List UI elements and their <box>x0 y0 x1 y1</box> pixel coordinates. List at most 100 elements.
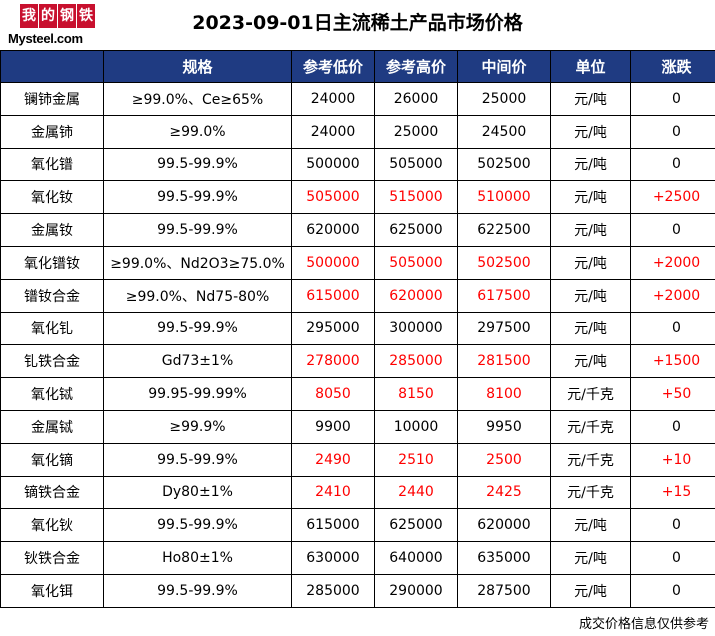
low-price-cell: 615000 <box>291 278 375 313</box>
column-header-product <box>0 50 104 83</box>
spec-cell: ≥99.0%、Nd75-80% <box>103 278 292 313</box>
product-name-cell: 镝铁合金 <box>0 475 104 510</box>
change-cell: 0 <box>630 409 715 444</box>
product-name-cell: 氧化钆 <box>0 311 104 346</box>
unit-cell: 元/吨 <box>550 213 631 247</box>
low-price-cell: 2410 <box>291 475 375 510</box>
high-price-cell: 620000 <box>374 278 458 313</box>
mid-price-cell: 287500 <box>457 573 551 608</box>
low-price-cell: 630000 <box>291 541 375 575</box>
logo-chars: 我 的 钢 铁 <box>20 4 95 30</box>
low-price-cell: 8050 <box>291 377 375 411</box>
spec-cell: 99.5-99.9% <box>103 442 292 477</box>
high-price-cell: 515000 <box>374 180 458 215</box>
table-row: 氧化镨钕 ≥99.0%、Nd2O3≥75.0% 500000 505000 502500… <box>0 245 715 280</box>
unit-cell: 元/吨 <box>550 573 631 608</box>
low-price-cell: 295000 <box>291 311 375 346</box>
high-price-cell: 640000 <box>374 541 458 575</box>
mid-price-cell: 24500 <box>457 114 551 149</box>
low-price-cell: 620000 <box>291 213 375 247</box>
product-name-cell: 金属钕 <box>0 213 104 247</box>
mid-price-cell: 2425 <box>457 475 551 510</box>
low-price-cell: 615000 <box>291 508 375 543</box>
low-price-cell: 24000 <box>291 82 375 116</box>
spec-cell: 99.5-99.9% <box>103 147 292 182</box>
unit-cell: 元/吨 <box>550 541 631 575</box>
mid-price-cell: 620000 <box>457 508 551 543</box>
high-price-cell: 25000 <box>374 114 458 149</box>
change-cell: 0 <box>630 508 715 543</box>
high-price-cell: 2440 <box>374 475 458 510</box>
high-price-cell: 300000 <box>374 311 458 346</box>
spec-cell: ≥99.0% <box>103 114 292 149</box>
table-row: 金属铽 ≥99.9% 9900 10000 9950 元/千克 0 <box>0 409 715 444</box>
column-header-low-price: 参考低价 <box>291 50 375 83</box>
spec-cell: 99.5-99.9% <box>103 213 292 247</box>
table-row: 氧化镝 99.5-99.9% 2490 2510 2500 元/千克 +10 <box>0 442 715 477</box>
unit-cell: 元/吨 <box>550 82 631 116</box>
high-price-cell: 505000 <box>374 245 458 280</box>
unit-cell: 元/千克 <box>550 475 631 510</box>
spec-cell: 99.5-99.9% <box>103 180 292 215</box>
spec-cell: Ho80±1% <box>103 541 292 575</box>
change-cell: 0 <box>630 213 715 247</box>
low-price-cell: 285000 <box>291 573 375 608</box>
page-title: 2023-09-01日主流稀土产品市场价格 <box>192 12 523 34</box>
high-price-cell: 26000 <box>374 82 458 116</box>
change-cell: 0 <box>630 541 715 575</box>
mid-price-cell: 9950 <box>457 409 551 444</box>
logo-char: 我 <box>20 4 38 28</box>
product-name-cell: 镨钕合金 <box>0 278 104 313</box>
spec-cell: 99.95-99.99% <box>103 377 292 411</box>
change-cell: +10 <box>630 442 715 477</box>
table-row: 镧铈金属 ≥99.0%、Ce≥65% 24000 26000 25000 元/吨 0 <box>0 82 715 116</box>
spec-cell: 99.5-99.9% <box>103 311 292 346</box>
product-name-cell: 氧化镨 <box>0 147 104 182</box>
change-cell: +15 <box>630 475 715 510</box>
mid-price-cell: 502500 <box>457 147 551 182</box>
table-row: 镨钕合金 ≥99.0%、Nd75-80% 615000 620000 617500 元/吨… <box>0 278 715 313</box>
spec-cell: ≥99.0%、Nd2O3≥75.0% <box>103 245 292 280</box>
table-row: 镝铁合金 Dy80±1% 2410 2440 2425 元/千克 +15 <box>0 475 715 510</box>
high-price-cell: 285000 <box>374 344 458 379</box>
unit-cell: 元/千克 <box>550 442 631 477</box>
low-price-cell: 500000 <box>291 245 375 280</box>
product-name-cell: 氧化铒 <box>0 573 104 608</box>
logo-char: 铁 <box>77 4 95 28</box>
mid-price-cell: 502500 <box>457 245 551 280</box>
spec-cell: ≥99.0%、Ce≥65% <box>103 82 292 116</box>
change-cell: +2000 <box>630 278 715 313</box>
table-row: 氧化钕 99.5-99.9% 505000 515000 510000 元/吨 +2500 <box>0 180 715 215</box>
change-cell: +2500 <box>630 180 715 215</box>
unit-cell: 元/吨 <box>550 311 631 346</box>
column-header-unit: 单位 <box>550 50 631 83</box>
product-name-cell: 氧化镨钕 <box>0 245 104 280</box>
column-header-high-price: 参考高价 <box>374 50 458 83</box>
column-header-change: 涨跌 <box>630 50 715 83</box>
mid-price-cell: 622500 <box>457 213 551 247</box>
logo-char: 钢 <box>58 4 76 28</box>
change-cell: 0 <box>630 82 715 116</box>
low-price-cell: 9900 <box>291 409 375 444</box>
column-header-spec: 规格 <box>103 50 292 83</box>
footer-disclaimer: 成交价格信息仅供参考 <box>578 617 709 632</box>
product-name-cell: 钬铁合金 <box>0 541 104 575</box>
change-cell: 0 <box>630 114 715 149</box>
mid-price-cell: 297500 <box>457 311 551 346</box>
change-cell: +50 <box>630 377 715 411</box>
low-price-cell: 505000 <box>291 180 375 215</box>
product-name-cell: 镧铈金属 <box>0 82 104 116</box>
table-row: 氧化钆 99.5-99.9% 295000 300000 297500 元/吨 0 <box>0 311 715 346</box>
mysteel-logo: 我 的 钢 铁 Mysteel.com <box>8 4 98 48</box>
high-price-cell: 625000 <box>374 508 458 543</box>
product-name-cell: 氧化钕 <box>0 180 104 215</box>
unit-cell: 元/吨 <box>550 278 631 313</box>
high-price-cell: 10000 <box>374 409 458 444</box>
low-price-cell: 500000 <box>291 147 375 182</box>
logo-char: 的 <box>39 4 57 28</box>
table-row: 钆铁合金 Gd73±1% 278000 285000 281500 元/吨 +1500 <box>0 344 715 379</box>
report-header: 我 的 钢 铁 Mysteel.com 2023-09-01日主流稀土产品市场价… <box>0 0 715 50</box>
column-header-mid-price: 中间价 <box>457 50 551 83</box>
low-price-cell: 2490 <box>291 442 375 477</box>
change-cell: 0 <box>630 573 715 608</box>
